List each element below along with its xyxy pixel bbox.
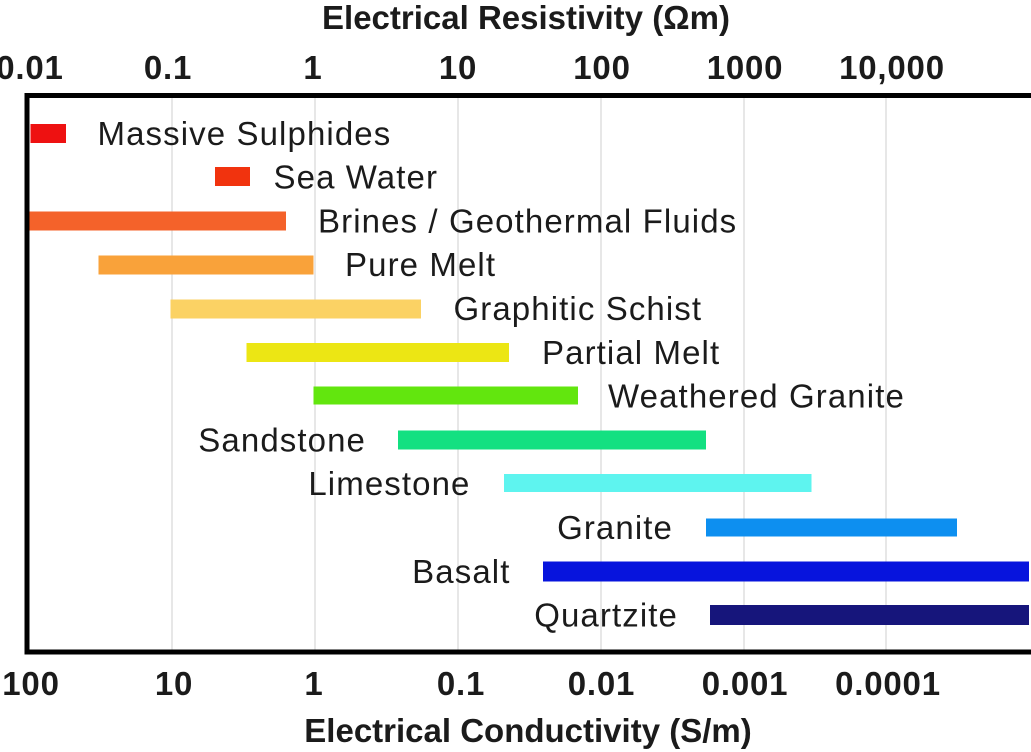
svg-text:10: 10 xyxy=(439,49,477,86)
svg-text:Graphitic Schist: Graphitic Schist xyxy=(454,290,703,327)
svg-text:0.0001: 0.0001 xyxy=(835,665,941,702)
svg-text:Massive Sulphides: Massive Sulphides xyxy=(98,115,392,152)
svg-text:Electrical Conductivity (S/m): Electrical Conductivity (S/m) xyxy=(304,712,751,749)
svg-text:Electrical Resistivity (Ωm): Electrical Resistivity (Ωm) xyxy=(322,0,730,36)
svg-text:10: 10 xyxy=(155,665,193,702)
svg-text:Partial Melt: Partial Melt xyxy=(542,334,720,371)
svg-text:Sea Water: Sea Water xyxy=(274,159,439,196)
svg-text:Sandstone: Sandstone xyxy=(198,422,366,459)
svg-text:1: 1 xyxy=(304,665,323,702)
svg-text:0.01: 0.01 xyxy=(568,665,635,702)
svg-text:Basalt: Basalt xyxy=(412,553,510,590)
svg-text:Quartzite: Quartzite xyxy=(534,597,678,634)
svg-text:0.01: 0.01 xyxy=(0,49,64,86)
svg-text:0.1: 0.1 xyxy=(144,49,192,86)
svg-text:100: 100 xyxy=(573,49,630,86)
svg-text:Weathered Granite: Weathered Granite xyxy=(608,378,905,415)
svg-text:1: 1 xyxy=(303,49,322,86)
svg-text:Brines / Geothermal Fluids: Brines / Geothermal Fluids xyxy=(318,203,737,240)
svg-text:10,000: 10,000 xyxy=(839,49,945,86)
svg-text:Granite: Granite xyxy=(557,509,673,546)
svg-text:Limestone: Limestone xyxy=(308,465,470,502)
svg-text:0.001: 0.001 xyxy=(702,665,789,702)
svg-text:0.1: 0.1 xyxy=(437,665,485,702)
svg-text:Pure Melt: Pure Melt xyxy=(345,246,496,283)
svg-text:1000: 1000 xyxy=(707,49,784,86)
svg-text:100: 100 xyxy=(2,665,59,702)
